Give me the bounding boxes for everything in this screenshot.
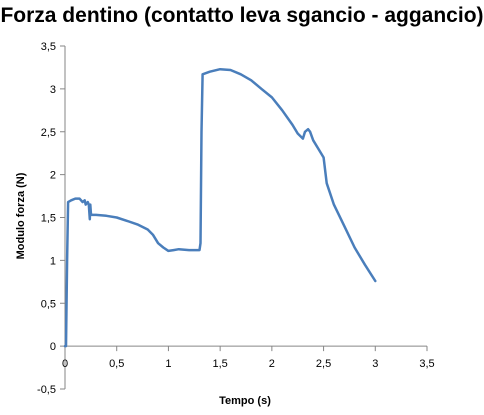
x-tick-label: 3,5 bbox=[419, 358, 434, 370]
y-tick-label: 1 bbox=[50, 255, 56, 267]
y-tick-label: 0 bbox=[50, 341, 56, 353]
chart-title: Forza dentino (contatto leva sgancio - a… bbox=[0, 4, 484, 27]
y-tick-label: -0,5 bbox=[37, 384, 56, 396]
y-tick-label: 1,5 bbox=[41, 213, 56, 225]
y-tick-label: 2 bbox=[50, 170, 56, 182]
x-tick-label: 1,5 bbox=[212, 358, 227, 370]
y-tick-label: 2,5 bbox=[41, 127, 56, 139]
y-tick-label: 3,5 bbox=[41, 41, 56, 53]
x-tick-label: 3 bbox=[372, 358, 378, 370]
y-tick-label: 0,5 bbox=[41, 298, 56, 310]
x-tick-label: 0 bbox=[62, 358, 68, 370]
x-tick-label: 0,5 bbox=[109, 358, 124, 370]
series-group bbox=[63, 67, 377, 348]
x-tick-label: 2 bbox=[269, 358, 275, 370]
series-line-0 bbox=[63, 67, 377, 348]
y-tick-label: 3 bbox=[50, 84, 56, 96]
x-tick-label: 2,5 bbox=[316, 358, 331, 370]
x-tick-label: 1 bbox=[165, 358, 171, 370]
y-axis-title: Modulo forza (N) bbox=[15, 172, 27, 259]
tick-labels-group: -0,5 0 0,5 1 1,5 2 2,5 3 3,5 0 0,5 1 1,5 2 2,5 3 3,5 bbox=[37, 41, 435, 396]
x-axis-title: Tempo (s) bbox=[219, 395, 271, 407]
